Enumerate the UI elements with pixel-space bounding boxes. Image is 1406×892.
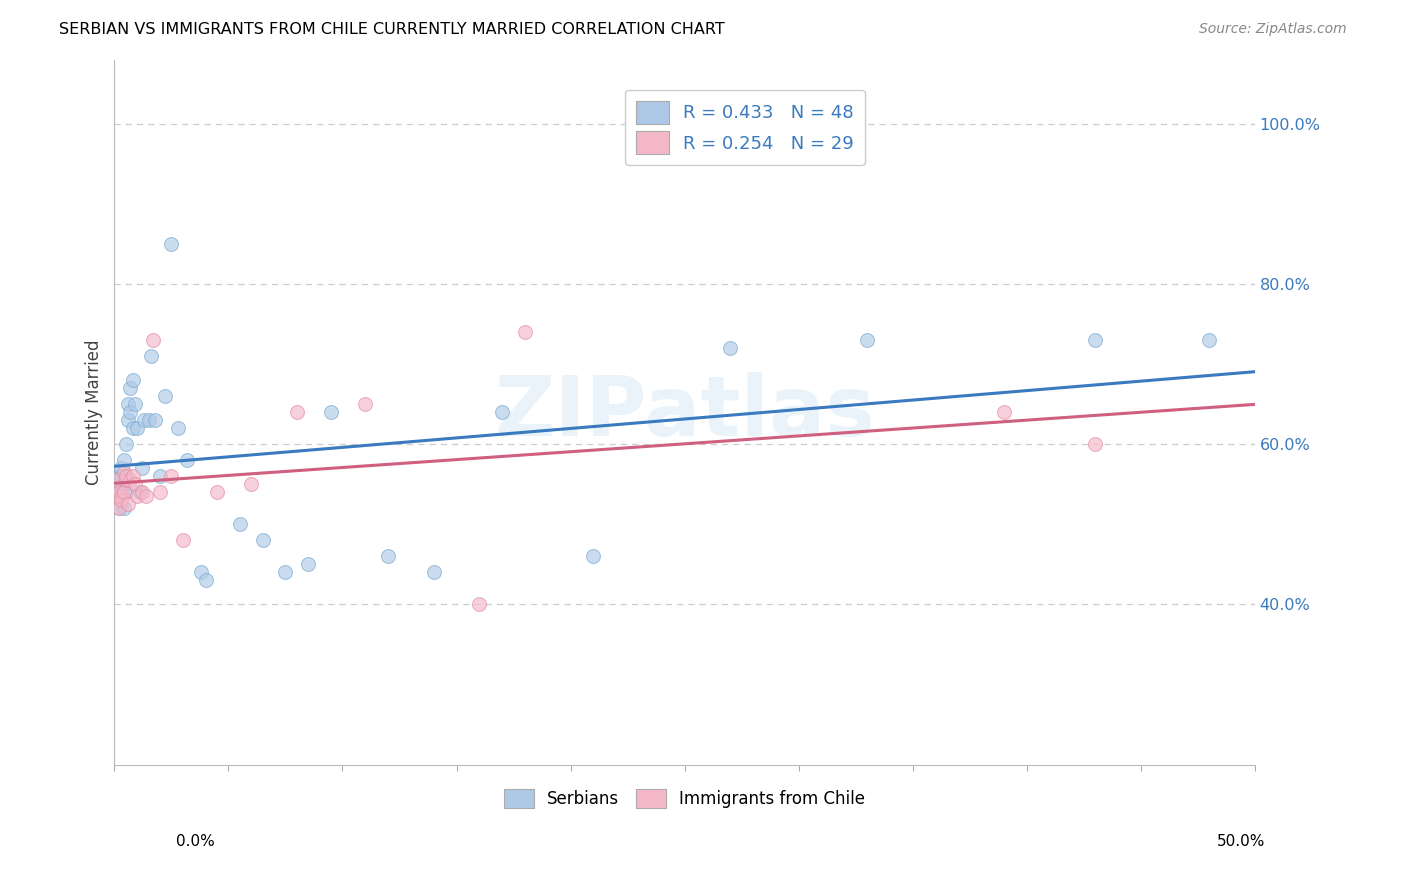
Point xyxy=(112,501,135,516)
Point xyxy=(274,566,297,580)
Point xyxy=(718,341,741,355)
Point xyxy=(513,325,536,339)
Point xyxy=(124,397,146,411)
Point xyxy=(128,485,150,500)
Point xyxy=(112,485,135,500)
Point xyxy=(112,477,135,491)
Point xyxy=(105,489,128,503)
Point xyxy=(110,485,132,500)
Text: SERBIAN VS IMMIGRANTS FROM CHILE CURRENTLY MARRIED CORRELATION CHART: SERBIAN VS IMMIGRANTS FROM CHILE CURRENT… xyxy=(59,22,725,37)
Point xyxy=(176,453,198,467)
Point xyxy=(252,533,274,548)
Point xyxy=(354,397,377,411)
Text: ZIPatlas: ZIPatlas xyxy=(494,372,875,452)
Point xyxy=(993,405,1015,419)
Point xyxy=(205,485,228,500)
Point xyxy=(117,413,139,427)
Point xyxy=(108,477,131,491)
Point xyxy=(160,236,183,251)
Point xyxy=(377,549,399,564)
Point xyxy=(105,489,128,503)
Point xyxy=(117,397,139,411)
Point xyxy=(135,489,157,503)
Point xyxy=(190,566,212,580)
Point xyxy=(145,413,167,427)
Legend: Serbians, Immigrants from Chile: Serbians, Immigrants from Chile xyxy=(495,780,873,816)
Point xyxy=(142,333,165,347)
Point xyxy=(131,461,153,475)
Point xyxy=(108,501,131,516)
Point xyxy=(229,517,252,532)
Point xyxy=(114,469,136,483)
Point xyxy=(114,469,136,483)
Point xyxy=(132,413,155,427)
Point xyxy=(112,453,135,467)
Point xyxy=(110,461,132,475)
Point xyxy=(120,473,142,487)
Point xyxy=(124,477,146,491)
Point xyxy=(1084,333,1107,347)
Point xyxy=(105,481,128,495)
Point xyxy=(112,465,135,479)
Point xyxy=(105,473,128,487)
Point xyxy=(127,421,149,435)
Point xyxy=(120,405,142,419)
Point xyxy=(160,469,183,483)
Point xyxy=(167,421,190,435)
Y-axis label: Currently Married: Currently Married xyxy=(86,339,103,485)
Point xyxy=(121,469,143,483)
Point xyxy=(114,485,136,500)
Point xyxy=(139,349,162,363)
Point xyxy=(172,533,194,548)
Point xyxy=(297,558,319,572)
Point xyxy=(131,485,153,500)
Point xyxy=(285,405,308,419)
Text: 50.0%: 50.0% xyxy=(1218,834,1265,849)
Point xyxy=(110,469,132,483)
Point xyxy=(121,421,143,435)
Point xyxy=(110,493,132,508)
Point xyxy=(153,389,176,403)
Text: 0.0%: 0.0% xyxy=(176,834,215,849)
Point xyxy=(582,549,605,564)
Point xyxy=(856,333,879,347)
Point xyxy=(319,405,342,419)
Point xyxy=(1084,437,1107,451)
Point xyxy=(108,501,131,516)
Point xyxy=(121,373,143,387)
Point xyxy=(108,485,131,500)
Point xyxy=(422,566,444,580)
Point xyxy=(127,489,149,503)
Point xyxy=(194,574,217,588)
Point xyxy=(149,485,172,500)
Point xyxy=(108,469,131,483)
Point xyxy=(149,469,172,483)
Point xyxy=(240,477,263,491)
Point xyxy=(110,489,132,503)
Point xyxy=(114,437,136,451)
Point xyxy=(138,413,160,427)
Point xyxy=(114,473,136,487)
Text: Source: ZipAtlas.com: Source: ZipAtlas.com xyxy=(1199,22,1347,37)
Point xyxy=(491,405,513,419)
Point xyxy=(1198,333,1220,347)
Point xyxy=(468,597,491,611)
Point xyxy=(117,497,139,511)
Point xyxy=(120,381,142,395)
